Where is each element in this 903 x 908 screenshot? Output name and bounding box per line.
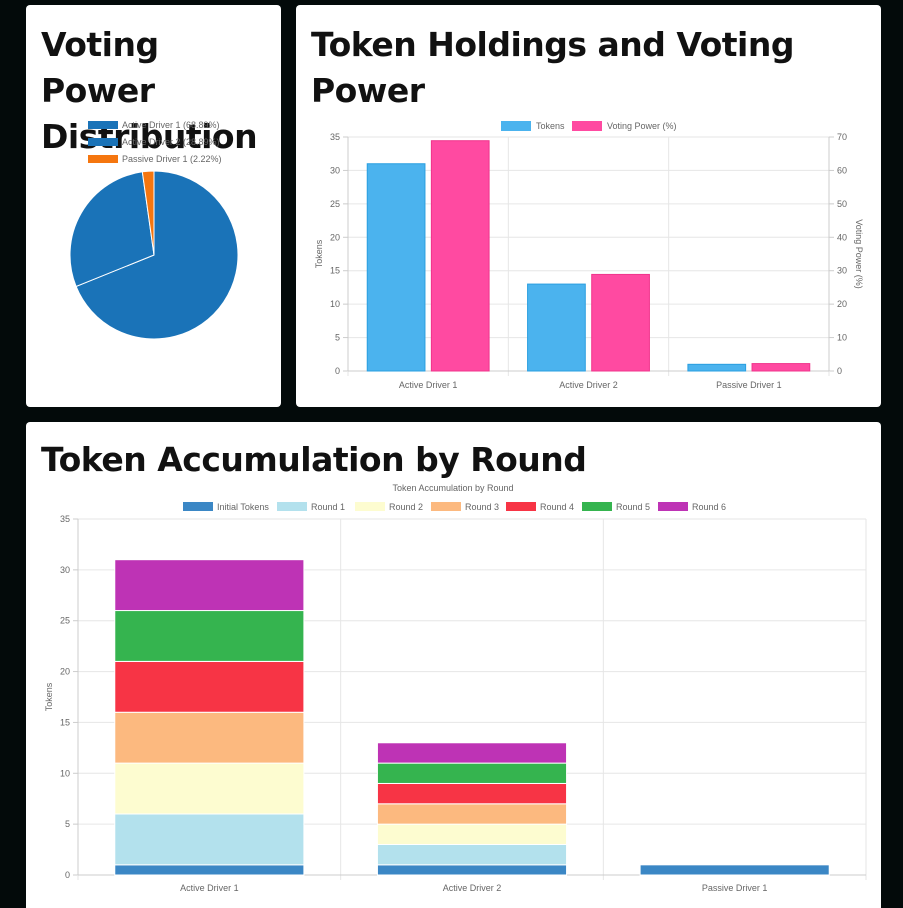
legend-swatch-voting-power <box>572 121 602 131</box>
bar-tokens-active-driver-1 <box>366 163 426 372</box>
y-tick-label-right: 70 <box>837 132 847 142</box>
y-tick-label-left: 10 <box>330 299 340 309</box>
y-tick-label-left: 15 <box>330 266 340 276</box>
y-tick-label: 30 <box>60 565 70 575</box>
x-tick-label-active-driver-1: Active Driver 1 <box>399 380 458 390</box>
bar-segment-round-1-active-driver-2 <box>376 843 568 866</box>
legend-swatch-active-driver-2-28-89 <box>88 138 118 146</box>
y-tick-label: 15 <box>60 717 70 727</box>
y-axis-title: Tokens <box>44 682 54 711</box>
legend-swatch-round-3 <box>431 502 461 511</box>
bar-voting-power-passive-driver-1 <box>751 363 811 372</box>
y-tick-label-right: 20 <box>837 299 847 309</box>
x-tick-label-passive-driver-1: Passive Driver 1 <box>716 380 782 390</box>
legend-label-voting-power: Voting Power (%) <box>607 121 677 131</box>
bar-segment-round-2-active-driver-2 <box>376 823 568 845</box>
bar-segment-round-5-active-driver-2 <box>376 762 568 784</box>
legend-swatch-active-driver-1-68-89 <box>88 121 118 129</box>
legend-label-active-driver-2-28-89: Active Driver 2 (28.89%) <box>122 137 220 147</box>
bar-segment-round-6-active-driver-2 <box>376 742 568 764</box>
legend-swatch-passive-driver-1-2-22 <box>88 155 118 163</box>
legend-swatch-initial-tokens <box>183 502 213 511</box>
bar-segment-round-3-active-driver-2 <box>376 803 568 825</box>
legend-label-active-driver-1-68-89: Active Driver 1 (68.89%) <box>122 120 220 130</box>
y-tick-label: 25 <box>60 616 70 626</box>
legend-swatch-round-4 <box>506 502 536 511</box>
bar-segment-round-4-active-driver-1 <box>114 660 305 713</box>
legend-label-round-6: Round 6 <box>692 502 726 512</box>
y-tick-label-left: 25 <box>330 199 340 209</box>
token-holdings-card: Token Holdings and Voting Power Tokens Vo… <box>296 5 881 407</box>
legend-swatch-round-5 <box>582 502 612 511</box>
legend-label-round-4: Round 4 <box>540 502 574 512</box>
pie-slice-active-driver-2-28-89 <box>69 171 155 288</box>
y-tick-label-right: 10 <box>837 333 847 343</box>
legend-swatch-round-2 <box>355 502 385 511</box>
pie-slice-passive-driver-1-2-22 <box>141 170 155 256</box>
bar-segment-round-6-active-driver-1 <box>114 559 305 612</box>
legend-label-tokens: Tokens <box>536 121 565 131</box>
x-tick-label-active-driver-1: Active Driver 1 <box>180 883 239 893</box>
bar-tokens-active-driver-2 <box>527 283 586 372</box>
token-holdings-bar-chart: Tokens Voting Power (%) 0 5 10 15 20 25 30 35 0 10 2… <box>314 121 864 390</box>
voting-power-pie-chart: Active Driver 1 (68.89%) Active Driver 2 … <box>69 120 239 340</box>
y-tick-label: 5 <box>65 819 70 829</box>
y-tick-label-left: 0 <box>335 366 340 376</box>
bar-tokens-passive-driver-1 <box>687 363 747 372</box>
voting-power-card: Voting Power Distribution Active Driver … <box>26 5 281 407</box>
legend-label-round-5: Round 5 <box>616 502 650 512</box>
legend-label-passive-driver-1-2-22: Passive Driver 1 (2.22%) <box>122 154 222 164</box>
y-tick-label-left: 20 <box>330 232 340 242</box>
y-tick-label-left: 35 <box>330 132 340 142</box>
y-axis-title-left: Tokens <box>314 239 324 268</box>
y-tick-label: 35 <box>60 514 70 524</box>
bar-segment-round-4-active-driver-2 <box>376 782 568 805</box>
x-tick-label-active-driver-2: Active Driver 2 <box>559 380 618 390</box>
legend-swatch-round-6 <box>658 502 688 511</box>
y-tick-label-left: 30 <box>330 165 340 175</box>
bar-segment-initial-tokens-active-driver-2 <box>376 864 568 876</box>
token-holdings-title: Token Holdings and Voting Power <box>311 25 794 110</box>
y-tick-label: 10 <box>60 768 70 778</box>
legend-swatch-round-1 <box>277 502 307 511</box>
y-tick-label-left: 5 <box>335 333 340 343</box>
legend-label-round-2: Round 2 <box>389 502 423 512</box>
bar-segment-round-1-active-driver-1 <box>114 813 305 866</box>
x-tick-label-passive-driver-1: Passive Driver 1 <box>702 883 768 893</box>
voting-power-title: Voting Power Distribution <box>41 25 258 156</box>
token-accumulation-title: Token Accumulation by Round <box>41 440 587 479</box>
x-tick-label-active-driver-2: Active Driver 2 <box>443 883 502 893</box>
y-tick-label-right: 30 <box>837 266 847 276</box>
bar-segment-initial-tokens-passive-driver-1 <box>639 864 830 876</box>
y-axis-title-right: Voting Power (%) <box>854 219 864 289</box>
y-tick-label-right: 40 <box>837 232 847 242</box>
bar-segment-round-5-active-driver-1 <box>114 610 305 662</box>
stacked-chart-title: Token Accumulation by Round <box>392 483 513 493</box>
legend-label-round-3: Round 3 <box>465 502 499 512</box>
y-tick-label-right: 60 <box>837 165 847 175</box>
bar-voting-power-active-driver-2 <box>591 273 650 372</box>
legend-swatch-tokens <box>501 121 531 131</box>
y-tick-label: 0 <box>65 870 70 880</box>
bar-voting-power-active-driver-1 <box>430 140 490 372</box>
pie-slice-active-driver-1-68-89 <box>75 170 239 340</box>
bar-segment-round-2-active-driver-1 <box>114 762 305 815</box>
token-accumulation-card: Token Accumulation by Round Token Accumu… <box>26 422 881 908</box>
y-tick-label-right: 50 <box>837 199 847 209</box>
bar-segment-initial-tokens-active-driver-1 <box>114 864 305 876</box>
legend-label-initial-tokens: Initial Tokens <box>217 502 269 512</box>
token-accumulation-stacked-chart: Token Accumulation by Round Initial Token… <box>44 483 867 893</box>
y-tick-label: 20 <box>60 667 70 677</box>
y-tick-label-right: 0 <box>837 366 842 376</box>
bar-segment-round-3-active-driver-1 <box>114 711 305 764</box>
legend-label-round-1: Round 1 <box>311 502 345 512</box>
